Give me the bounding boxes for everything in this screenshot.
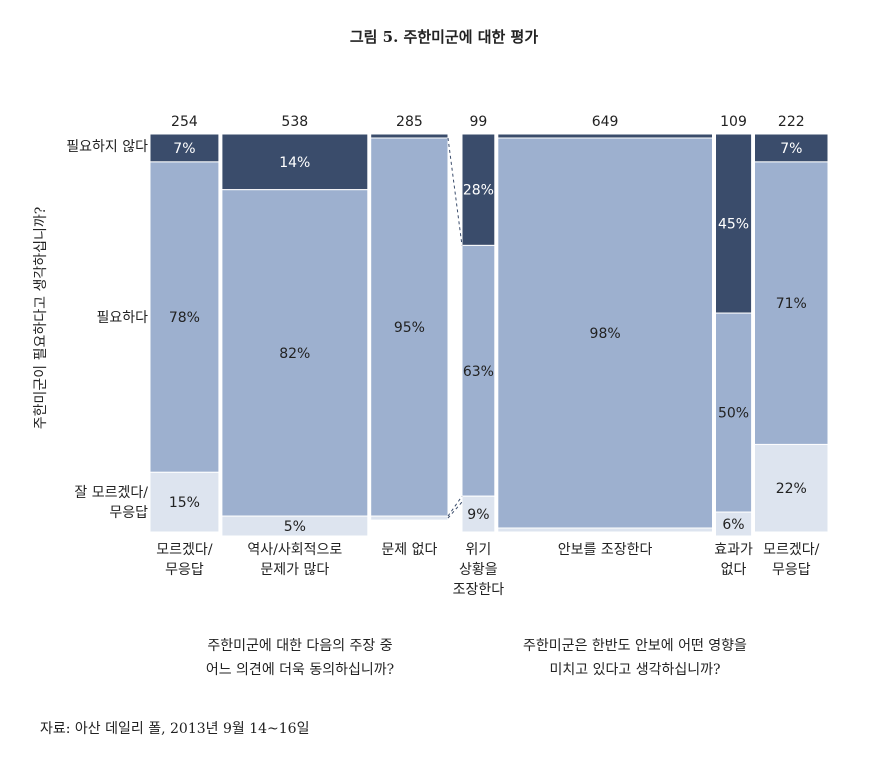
segment-dont-know [149,471,220,533]
segment-needed [497,137,713,529]
column-2-1: 28% 63% 9% [461,133,496,533]
data-label: 82% [279,346,310,362]
chart-title: 그림 5. 주한미군에 대한 평가 [349,28,539,46]
data-label: 50% [718,406,749,422]
count-label: 649 [592,114,619,130]
data-label: 15% [169,495,200,511]
count-label: 538 [281,114,308,130]
count-label: 222 [778,114,805,130]
left-caption: 주한미군에 대한 다음의 주장 중 어느 의견에 더욱 동의하십니까? [205,638,395,678]
data-label: 7% [173,141,195,157]
segment-not-needed [497,133,713,139]
segment-dont-know [754,443,829,533]
segment-needed [715,312,753,513]
segment-dont-know [221,515,369,537]
column-2-2: 98% [497,133,713,533]
data-label: 63% [463,364,494,380]
category-label: 효과가 없다 [714,542,753,578]
data-label: 78% [169,310,200,326]
row-label-dont-know: 잘 모르겠다/ 무응답 [74,485,148,521]
row-label-needed: 필요하다 [96,310,148,326]
count-label: 285 [396,114,423,130]
data-label: 9% [467,507,489,523]
category-label: 모르겠다/ 무응답 [763,542,820,578]
column-2-3: 45% 50% 6% [715,133,753,537]
segment-not-needed [461,133,496,246]
data-label: 28% [463,183,494,199]
data-label: 71% [776,296,807,312]
data-label: 6% [722,517,744,533]
category-label: 위기 상황을 조장한다 [452,542,505,598]
data-label: 7% [780,141,802,157]
segment-not-needed [149,133,220,163]
segment-needed [370,137,449,517]
segment-dont-know [461,495,496,533]
category-label: 역사/사회적으로 문제가 많다 [247,542,343,578]
column-1-2: 14% 82% 5% [221,133,369,537]
segment-needed [754,161,829,445]
data-label: 22% [776,481,807,497]
connector-line [447,501,463,519]
data-label: 5% [284,519,306,535]
data-label: 98% [590,326,621,342]
source-note: 자료: 아산 데일리 폴, 2013년 9월 14~16일 [40,721,310,737]
segment-needed [221,189,369,517]
segment-not-needed [715,133,753,314]
segment-needed [149,161,220,473]
column-2-4: 7% 71% 22% [754,133,829,533]
connector-line [447,137,463,246]
count-label: 109 [720,114,747,130]
category-label: 안보를 조장한다 [557,542,653,558]
column-1-1: 7% 78% 15% [149,133,220,533]
segment-needed [461,244,496,497]
connector-line [447,495,463,517]
segment-dont-know [715,511,753,537]
count-label: 99 [469,114,487,130]
segment-not-needed [221,133,369,191]
category-label: 문제 없다 [381,542,438,558]
data-label: 14% [279,155,310,171]
segment-not-needed [754,133,829,163]
data-label: 45% [718,217,749,233]
segment-dont-know [497,527,713,533]
row-label-not-needed: 필요하지 않다 [66,139,148,155]
column-1-3: 95% [370,133,449,521]
segment-dont-know [370,515,449,521]
category-label: 모르겠다/ 무응답 [156,542,213,578]
data-label: 95% [394,320,425,336]
count-label: 254 [171,114,198,130]
right-caption: 주한미군은 한반도 안보에 어떤 영향을 미치고 있다고 생각하십니까? [523,638,747,678]
segment-not-needed [370,133,449,139]
